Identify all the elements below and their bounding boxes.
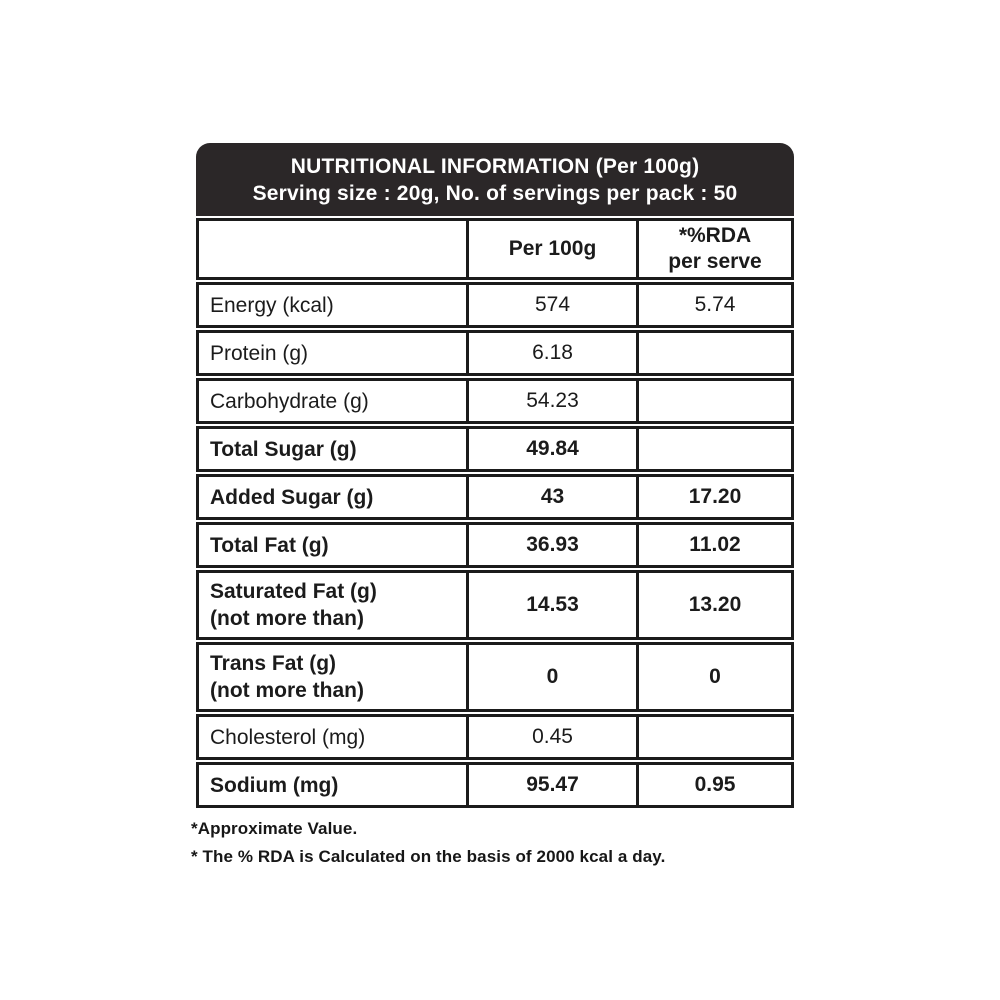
footnotes: *Approximate Value. * The % RDA is Calcu…: [191, 815, 794, 871]
rda-per-serve-value: 17.20: [636, 477, 791, 517]
rda-per-serve-value: [636, 333, 791, 373]
panel-header: NUTRITIONAL INFORMATION (Per 100g) Servi…: [196, 143, 794, 216]
footnote-rda-basis: * The % RDA is Calculated on the basis o…: [191, 847, 666, 866]
rda-per-serve-value: [636, 429, 791, 469]
per-100g-value: 0.45: [466, 717, 636, 757]
column-header-per-100g: Per 100g: [466, 221, 636, 277]
nutrient-label-line1: Carbohydrate (g): [210, 389, 369, 413]
per-100g-value: 43: [466, 477, 636, 517]
nutrient-label-cell: Sodium (mg): [199, 765, 466, 805]
rda-per-serve-value: 13.20: [636, 573, 791, 637]
rda-per-serve-value: 5.74: [636, 285, 791, 325]
per-100g-value: 14.53: [466, 573, 636, 637]
nutrient-label-line1: Saturated Fat (g): [210, 580, 377, 603]
table-row: Total Fat (g) 36.93 11.02: [196, 522, 794, 568]
panel-title: NUTRITIONAL INFORMATION (Per 100g): [290, 155, 700, 178]
nutrient-label-cell: Cholesterol (mg): [199, 717, 466, 757]
per-100g-value: 6.18: [466, 333, 636, 373]
nutrient-label-line1: Cholesterol (mg): [210, 725, 366, 749]
per-100g-value: 49.84: [466, 429, 636, 469]
table-row: Total Sugar (g) 49.84: [196, 426, 794, 472]
column-header-rda-line2: per serve: [668, 250, 762, 273]
per-100g-value: 0: [466, 645, 636, 709]
footnote-approximate-value: *Approximate Value.: [191, 819, 358, 838]
column-header-nutrient: [199, 221, 466, 277]
nutrient-label-line1: Sodium (mg): [210, 773, 339, 797]
nutrition-facts-panel: NUTRITIONAL INFORMATION (Per 100g) Servi…: [191, 143, 794, 871]
table-row: Cholesterol (mg) 0.45: [196, 714, 794, 760]
table-body: Energy (kcal) 574 5.74 Protein (g) 6.18 …: [196, 282, 794, 808]
nutrient-label-cell: Trans Fat (g) (not more than): [199, 645, 466, 709]
table-row: Protein (g) 6.18: [196, 330, 794, 376]
table-row: Added Sugar (g) 43 17.20: [196, 474, 794, 520]
nutrient-label-line1: Added Sugar (g): [210, 485, 374, 509]
rda-per-serve-value: [636, 717, 791, 757]
nutrient-label-line1: Energy (kcal): [210, 293, 334, 317]
column-header-row: Per 100g *%RDA per serve: [196, 218, 794, 280]
nutrient-label-cell: Total Sugar (g): [199, 429, 466, 469]
rda-per-serve-value: 0.95: [636, 765, 791, 805]
per-100g-value: 54.23: [466, 381, 636, 421]
nutrient-label-cell: Energy (kcal): [199, 285, 466, 325]
nutrient-label-line2: (not more than): [210, 607, 364, 630]
nutrient-label-line1: Total Fat (g): [210, 533, 329, 557]
per-100g-value: 36.93: [466, 525, 636, 565]
per-100g-value: 95.47: [466, 765, 636, 805]
table-row: Trans Fat (g) (not more than) 0 0: [196, 642, 794, 712]
nutrient-label-line1: Total Sugar (g): [210, 437, 357, 461]
nutrient-label-line2: (not more than): [210, 679, 364, 702]
nutrient-label-cell: Carbohydrate (g): [199, 381, 466, 421]
nutrient-label-cell: Added Sugar (g): [199, 477, 466, 517]
rda-per-serve-value: 0: [636, 645, 791, 709]
nutrient-label-cell: Saturated Fat (g) (not more than): [199, 573, 466, 637]
rda-per-serve-value: [636, 381, 791, 421]
table-row: Saturated Fat (g) (not more than) 14.53 …: [196, 570, 794, 640]
per-100g-value: 574: [466, 285, 636, 325]
column-header-rda-line1: *%RDA: [678, 224, 752, 247]
panel-subtitle: Serving size : 20g, No. of servings per …: [252, 182, 738, 205]
table-row: Carbohydrate (g) 54.23: [196, 378, 794, 424]
nutrient-label-line1: Protein (g): [210, 341, 309, 365]
table-row: Energy (kcal) 574 5.74: [196, 282, 794, 328]
nutrient-label-cell: Total Fat (g): [199, 525, 466, 565]
nutrient-label-cell: Protein (g): [199, 333, 466, 373]
rda-per-serve-value: 11.02: [636, 525, 791, 565]
column-header-rda: *%RDA per serve: [636, 221, 791, 277]
table-row: Sodium (mg) 95.47 0.95: [196, 762, 794, 808]
nutrient-label-line1: Trans Fat (g): [210, 652, 337, 675]
